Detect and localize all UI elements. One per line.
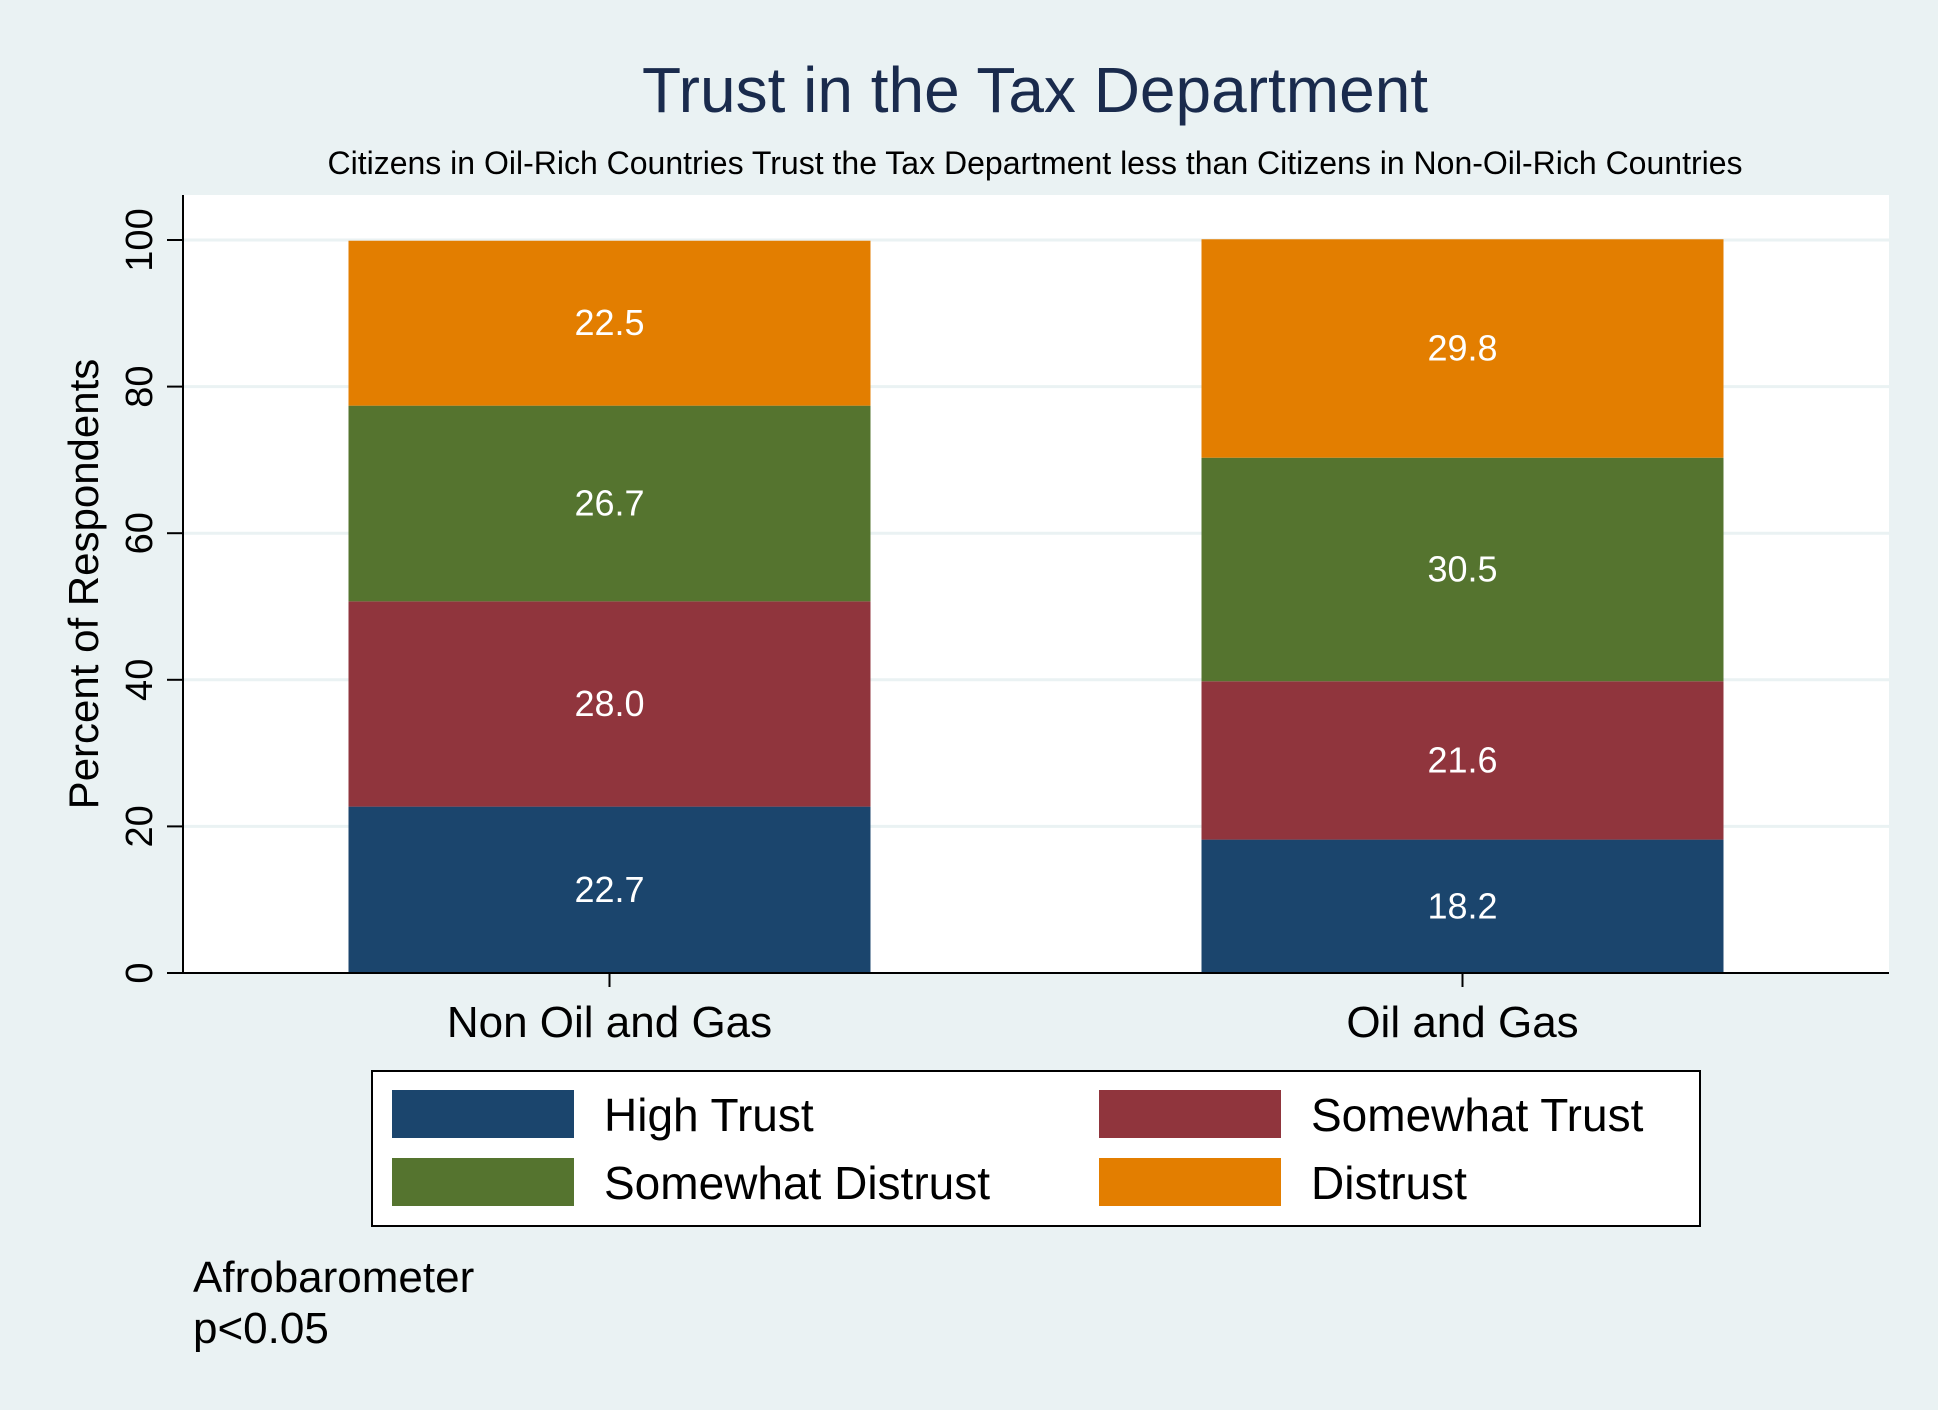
bars [348, 239, 1724, 973]
source-note: Afrobarometer [193, 1253, 474, 1302]
y-tick-label: 0 [119, 962, 161, 983]
y-tick-label: 60 [119, 512, 161, 554]
bar-value-label: 21.6 [1427, 739, 1497, 780]
legend-swatch [392, 1158, 574, 1206]
bar-value-label: 22.7 [574, 869, 644, 910]
legend-label: High Trust [604, 1089, 814, 1141]
legend-swatch [392, 1090, 574, 1138]
y-tick-label: 20 [119, 805, 161, 847]
bar-value-label: 26.7 [574, 483, 644, 524]
bar-segment [348, 240, 871, 406]
bar-segment [1201, 839, 1724, 973]
legend-label: Somewhat Trust [1311, 1089, 1644, 1141]
value-labels: 22.7 28.0 26.7 22.5 18.2 21.6 30.5 29.8 [574, 302, 1497, 926]
bar-value-label: 29.8 [1427, 327, 1497, 368]
bar-value-label: 28.0 [574, 683, 644, 724]
bar-segment [1201, 681, 1724, 840]
chart-subtitle: Citizens in Oil-Rich Countries Trust the… [327, 145, 1742, 181]
y-ticks: 0 20 40 60 80 100 [119, 208, 183, 984]
y-tick-label: 40 [119, 659, 161, 701]
bar-segment [1201, 239, 1724, 458]
chart-title: Trust in the Tax Department [642, 54, 1428, 126]
bar-segment [348, 405, 871, 602]
bar-value-label: 22.5 [574, 302, 644, 343]
bar-segment [1201, 457, 1724, 682]
legend-label: Distrust [1311, 1157, 1467, 1209]
bar-segment [348, 601, 871, 807]
bar-value-label: 18.2 [1427, 885, 1497, 926]
legend-box [371, 1070, 1701, 1227]
y-tick-label: 80 [119, 365, 161, 407]
significance-note: p<0.05 [193, 1304, 329, 1353]
x-ticks: Non Oil and Gas Oil and Gas [447, 973, 1579, 1047]
bar-value-label: 30.5 [1427, 548, 1497, 589]
x-tick-label: Non Oil and Gas [447, 998, 772, 1047]
bar-segment [348, 806, 871, 973]
legend-swatch [1099, 1090, 1281, 1138]
y-tick-label: 100 [119, 208, 161, 271]
legend: High Trust Somewhat Trust Somewhat Distrus… [392, 1089, 1644, 1209]
legend-label: Somewhat Distrust [604, 1157, 990, 1209]
y-axis-label: Percent of Respondents [60, 359, 107, 810]
x-tick-label: Oil and Gas [1346, 998, 1578, 1047]
legend-swatch [1099, 1158, 1281, 1206]
